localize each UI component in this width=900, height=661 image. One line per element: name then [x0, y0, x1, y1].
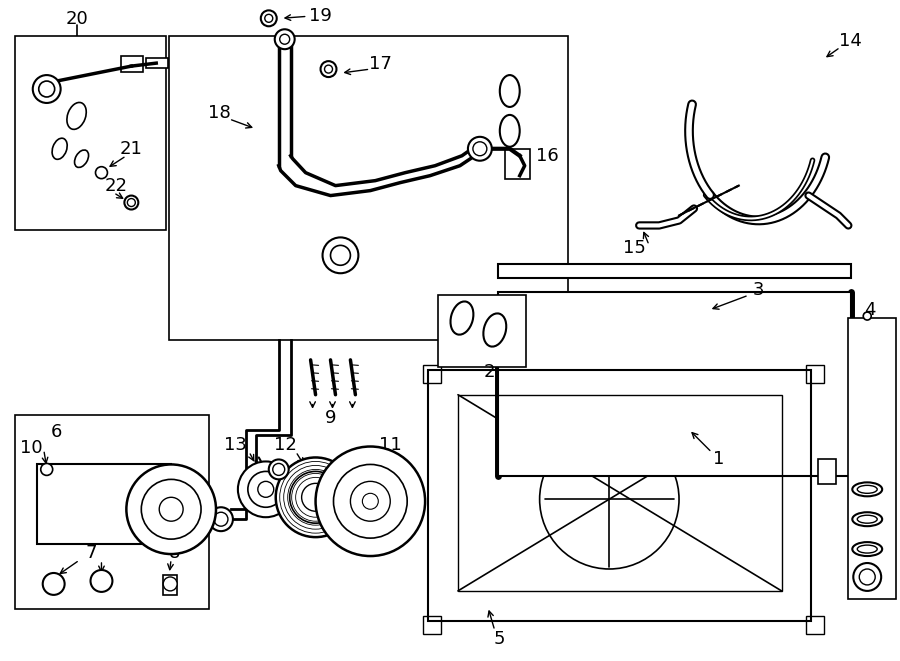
Circle shape [159, 497, 183, 521]
Ellipse shape [483, 313, 507, 346]
Bar [37, 465, 171, 544]
Circle shape [40, 463, 53, 475]
Ellipse shape [451, 301, 473, 334]
Bar [806, 365, 824, 383]
Ellipse shape [67, 102, 86, 130]
Text: 7: 7 [86, 544, 97, 562]
Circle shape [91, 570, 112, 592]
Circle shape [248, 471, 284, 507]
Circle shape [322, 237, 358, 273]
Circle shape [265, 15, 273, 22]
Bar [169, 36, 568, 340]
Text: 20: 20 [65, 11, 88, 28]
Ellipse shape [852, 512, 882, 526]
Circle shape [853, 563, 881, 591]
Ellipse shape [52, 138, 68, 159]
Ellipse shape [500, 75, 519, 107]
Bar [505, 149, 530, 178]
Bar [818, 459, 836, 485]
Circle shape [316, 447, 425, 556]
Bar [498, 264, 851, 278]
Circle shape [126, 465, 216, 554]
Text: 13: 13 [224, 436, 248, 453]
Text: 15: 15 [623, 239, 645, 257]
Bar [849, 318, 896, 599]
Text: 22: 22 [105, 176, 128, 194]
Ellipse shape [75, 150, 88, 167]
Circle shape [334, 465, 407, 538]
Circle shape [274, 29, 294, 49]
Circle shape [330, 245, 350, 265]
Text: 8: 8 [168, 544, 180, 562]
Ellipse shape [858, 545, 878, 553]
Circle shape [32, 75, 60, 103]
Text: 2: 2 [484, 363, 496, 381]
Bar [423, 616, 441, 634]
Ellipse shape [858, 485, 878, 493]
Circle shape [95, 167, 107, 178]
Ellipse shape [852, 483, 882, 496]
Circle shape [39, 81, 55, 97]
Bar [458, 395, 781, 591]
Ellipse shape [500, 115, 519, 147]
Circle shape [209, 507, 233, 531]
Text: 10: 10 [21, 438, 43, 457]
Bar [163, 575, 177, 595]
Ellipse shape [852, 542, 882, 556]
Bar [438, 295, 526, 367]
Text: 18: 18 [208, 104, 230, 122]
Bar [14, 36, 166, 231]
Circle shape [257, 481, 274, 497]
Bar [122, 56, 143, 72]
Circle shape [320, 61, 337, 77]
Bar [498, 292, 851, 477]
Circle shape [261, 11, 276, 26]
Bar [147, 58, 168, 68]
Text: 3: 3 [753, 281, 764, 299]
Circle shape [275, 457, 356, 537]
Circle shape [163, 577, 177, 591]
Circle shape [238, 461, 293, 517]
Text: 11: 11 [379, 436, 401, 453]
Circle shape [325, 65, 332, 73]
Text: 12: 12 [274, 436, 297, 453]
Bar [423, 365, 441, 383]
Circle shape [42, 573, 65, 595]
Circle shape [128, 198, 135, 206]
Bar [14, 414, 209, 609]
Bar [428, 370, 812, 621]
Circle shape [863, 312, 871, 320]
Text: 9: 9 [325, 408, 337, 426]
Circle shape [468, 137, 491, 161]
Circle shape [141, 479, 201, 539]
Text: 17: 17 [369, 55, 392, 73]
Text: 5: 5 [494, 630, 506, 648]
Circle shape [290, 471, 341, 524]
Text: 21: 21 [120, 139, 143, 158]
Circle shape [302, 483, 329, 511]
Text: 6: 6 [51, 422, 62, 441]
Text: 4: 4 [865, 301, 876, 319]
Text: 1: 1 [713, 450, 725, 469]
Circle shape [273, 463, 284, 475]
Circle shape [363, 493, 378, 509]
Text: 19: 19 [309, 7, 332, 25]
Bar [806, 616, 824, 634]
Circle shape [350, 481, 391, 521]
Circle shape [472, 142, 487, 156]
Circle shape [214, 512, 228, 526]
Text: 16: 16 [536, 147, 559, 165]
Circle shape [860, 569, 875, 585]
Circle shape [269, 459, 289, 479]
Ellipse shape [858, 515, 878, 524]
Text: 14: 14 [839, 32, 861, 50]
Circle shape [280, 34, 290, 44]
Circle shape [124, 196, 139, 210]
